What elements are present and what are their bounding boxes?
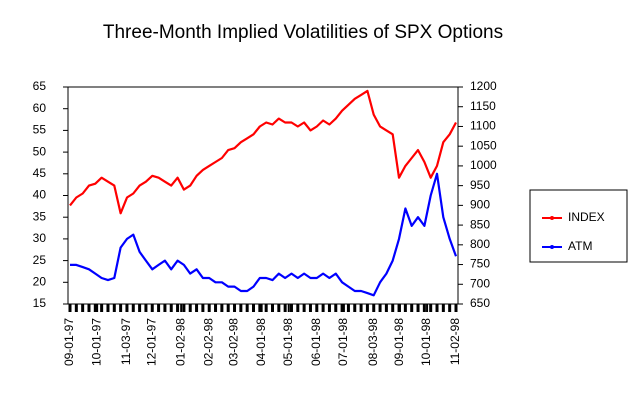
plot-frame xyxy=(67,86,459,305)
legend-marker xyxy=(550,245,554,249)
y2-tick-label: 850 xyxy=(470,217,490,231)
y2-tick-label: 1000 xyxy=(470,158,497,172)
y2-tick-label: 900 xyxy=(470,198,490,212)
x-tick-label: 09-01-98 xyxy=(392,318,406,366)
chart-title: Three-Month Implied Volatilities of SPX … xyxy=(103,22,503,43)
x-tick-label: 02-02-98 xyxy=(201,318,215,366)
y2-tick-label: 800 xyxy=(470,237,490,251)
y-tick-label: 15 xyxy=(33,296,47,310)
legend-label: ATM xyxy=(568,239,592,253)
x-tick-label: 11-02-98 xyxy=(448,318,462,365)
y-tick-label: 20 xyxy=(33,274,47,288)
x-tick-label: 07-01-98 xyxy=(336,318,350,366)
legend-box xyxy=(529,189,628,263)
y-tick-label: 60 xyxy=(33,101,47,115)
y2-tick-label: 1150 xyxy=(470,99,496,113)
x-tick-label: 06-01-98 xyxy=(309,318,323,366)
y-tick-label: 50 xyxy=(33,144,47,158)
series-line xyxy=(70,172,458,297)
x-tick-label: 05-01-98 xyxy=(281,318,295,366)
x-tick-label: 04-01-98 xyxy=(254,318,268,366)
x-tick-label: 12-01-97 xyxy=(144,318,158,366)
y-tick-label: 25 xyxy=(33,253,47,267)
x-tick-label: 08-03-98 xyxy=(366,318,380,366)
y2-tick-label: 750 xyxy=(470,257,490,271)
x-tick-label: 01-02-98 xyxy=(173,318,187,366)
x-tick-label: 03-02-98 xyxy=(227,318,241,366)
y2-tick-label: 700 xyxy=(470,276,490,290)
y-tick-label: 65 xyxy=(33,79,47,93)
y2-tick-label: 1100 xyxy=(470,119,496,133)
x-tick-label: 09-01-97 xyxy=(62,318,76,366)
x-tick-label: 11-03-97 xyxy=(119,318,133,365)
y-tick-label: 30 xyxy=(33,231,47,245)
y-tick-label: 55 xyxy=(33,123,47,137)
series-line xyxy=(69,89,457,215)
y-tick-label: 40 xyxy=(33,188,47,202)
y2-tick-label: 1200 xyxy=(470,79,497,93)
legend-label: INDEX xyxy=(568,210,605,224)
legend-marker xyxy=(550,216,554,220)
y-tick-label: 35 xyxy=(33,209,47,223)
y-tick-label: 45 xyxy=(33,166,47,180)
y2-tick-label: 650 xyxy=(470,296,490,310)
y2-tick-label: 1050 xyxy=(470,138,497,152)
x-tick-label: 10-01-97 xyxy=(89,318,103,366)
y2-tick-label: 950 xyxy=(470,178,490,192)
x-tick-label: 10-01-98 xyxy=(419,318,433,366)
